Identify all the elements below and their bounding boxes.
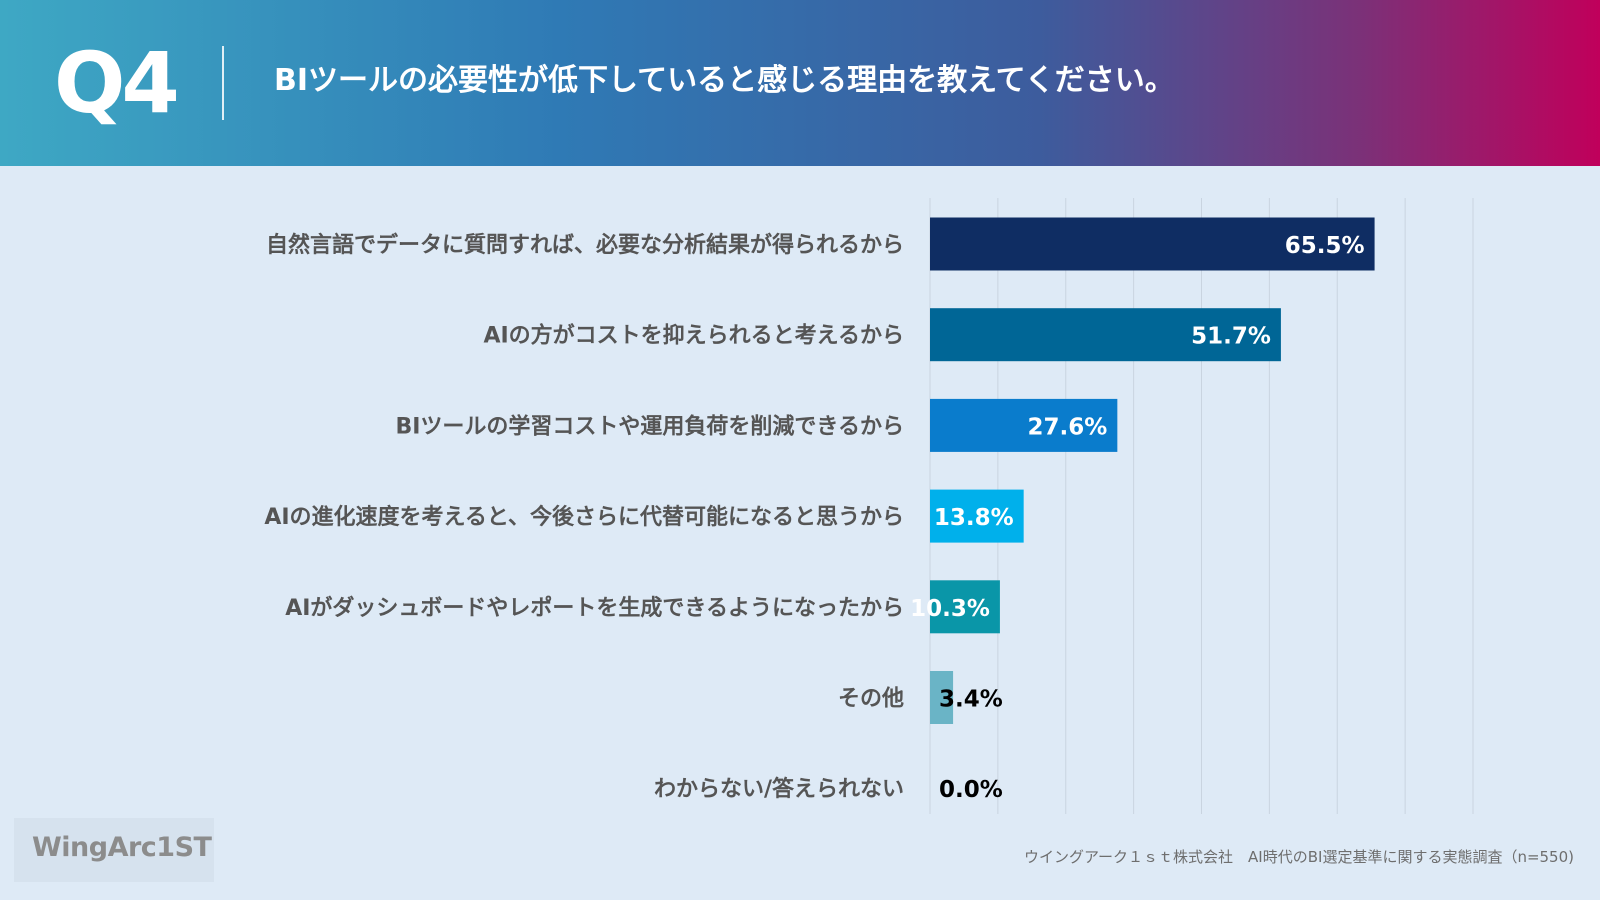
category-label: BIツールの学習コストや運用負荷を削減できるから	[395, 413, 904, 439]
bar	[930, 217, 1375, 271]
category-label: AIがダッシュボードやレポートを生成できるようになったから	[285, 595, 904, 621]
bar	[930, 398, 1118, 452]
logo-text: WingArc1ST	[32, 832, 212, 863]
bar-chart: 自然言語でデータに質問すれば、必要な分析結果が得られるから 65.5% AIの方がコ…	[264, 198, 1474, 814]
bar	[930, 580, 1000, 634]
chart-area: 自然言語でデータに質問すれば、必要な分析結果が得られるから 65.5% AIの方がコ…	[0, 166, 1600, 856]
bar	[930, 671, 954, 724]
category-label: AIの進化速度を考えると、今後さらに代替可能になると思うから	[264, 504, 904, 530]
data-label: 27.6%	[1028, 414, 1108, 440]
category-label: AIの方がコストを抑えられると考えるから	[483, 323, 904, 349]
category-label: わからない/答えられない	[654, 776, 904, 802]
header-banner: Q4 BIツールの必要性が低下していると感じる理由を教えてください。	[0, 0, 1600, 166]
company-logo: WingArc1ST	[14, 818, 214, 882]
question-number: Q4	[54, 34, 180, 132]
category-label: その他	[838, 687, 904, 712]
data-label: 51.7%	[1191, 324, 1271, 350]
data-label: 65.5%	[1285, 233, 1365, 259]
data-label: 13.8%	[934, 505, 1014, 531]
data-label: 3.4%	[939, 687, 1003, 713]
data-label: 0.0%	[939, 777, 1003, 803]
question-title: BIツールの必要性が低下していると感じる理由を教えてください。	[274, 63, 1175, 98]
category-label: 自然言語でデータに質問すれば、必要な分析結果が得られるから	[266, 232, 904, 258]
bar	[930, 308, 1281, 362]
source-note: ウイングアーク１ｓｔ株式会社 AI時代のBI選定基準に関する実態調査（n=550…	[1023, 848, 1574, 866]
data-label: 10.3%	[910, 596, 990, 622]
bar	[930, 489, 1024, 543]
header-divider	[222, 46, 224, 120]
